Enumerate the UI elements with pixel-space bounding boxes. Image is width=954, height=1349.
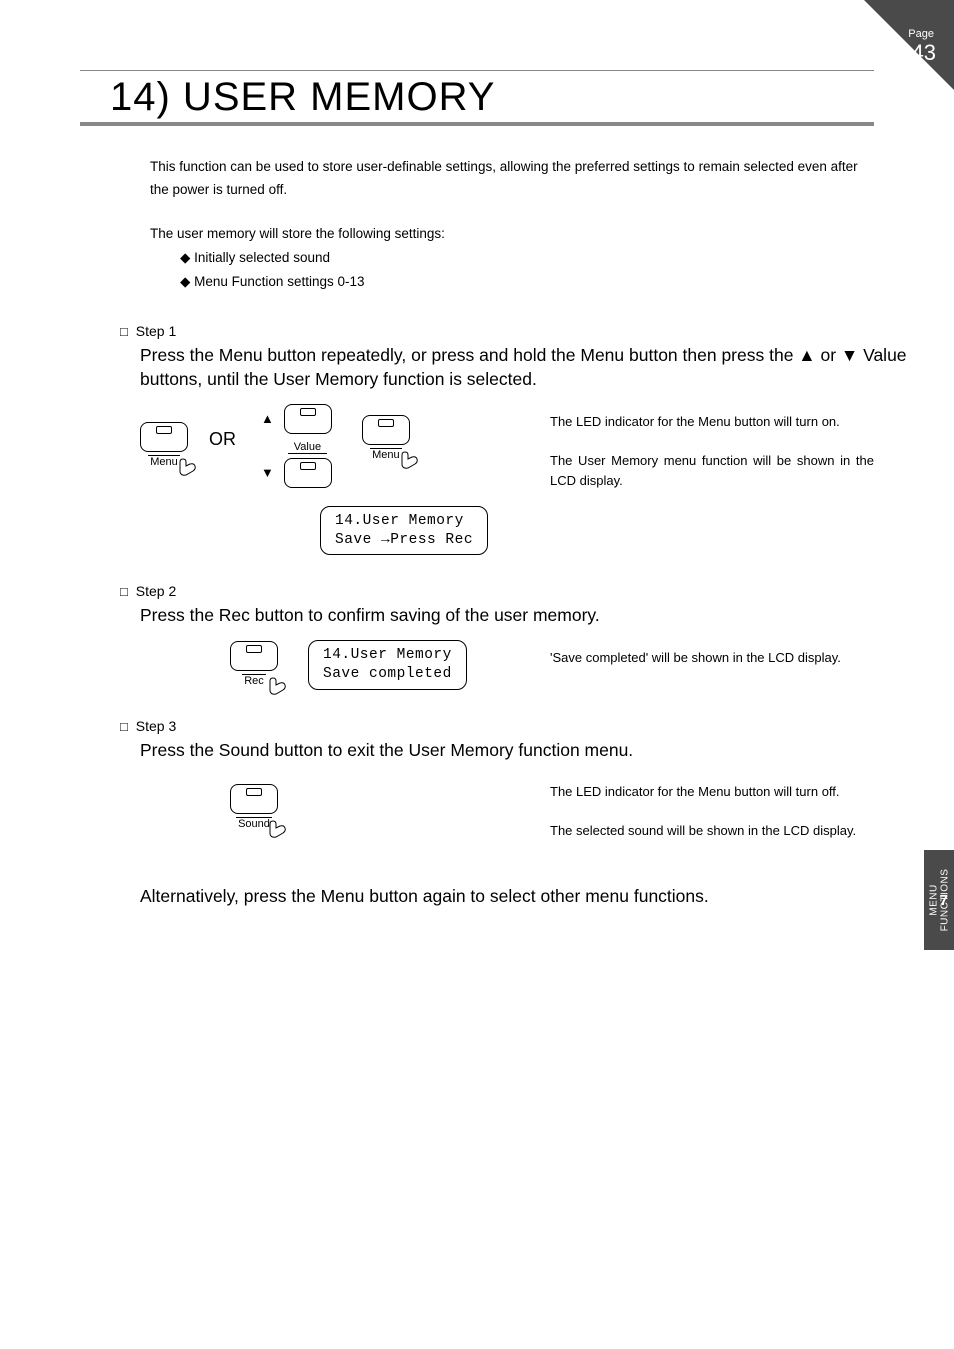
settings-item-2: ◆ Menu Function settings 0-13: [180, 270, 874, 294]
hand-icon: [264, 673, 292, 697]
value-label: Value: [288, 441, 327, 454]
page-title: 14) USER MEMORY: [80, 73, 874, 126]
value-down-button: [284, 458, 332, 488]
step1-side-1: The LED indicator for the Menu button wi…: [550, 412, 874, 433]
rec-button-illustration: Rec: [230, 641, 278, 689]
menu-button-illustration-2: Menu: [362, 415, 410, 463]
alternative-text: Alternatively, press the Menu button aga…: [140, 886, 874, 907]
step3-side-1: The LED indicator for the Menu button wi…: [550, 782, 874, 803]
hand-icon: [396, 447, 424, 471]
step2-side-1: 'Save completed' will be shown in the LC…: [550, 648, 874, 669]
or-label: OR: [209, 429, 236, 450]
section-tab: MENUFUNCTIONS 7: [924, 850, 954, 950]
step3-header: □ Step 3: [120, 718, 874, 734]
step3-instruction: Press the Sound button to exit the User …: [140, 738, 930, 763]
page-label: Page: [908, 28, 934, 40]
step1-header: □ Step 1: [120, 323, 874, 339]
lcd-display-step2: 14.User Memory Save completed: [308, 640, 467, 690]
hand-icon: [264, 816, 292, 840]
page-corner: [864, 0, 954, 90]
step2-header: □ Step 2: [120, 583, 874, 599]
up-arrow-icon: ▲: [261, 411, 274, 426]
step1-side-2: The User Memory menu function will be sh…: [550, 451, 874, 493]
lcd-display-step1: 14.User Memory Save →Press Rec: [320, 506, 488, 556]
step3-side-2: The selected sound will be shown in the …: [550, 821, 874, 842]
sound-button-illustration: Sound: [230, 784, 278, 832]
page-number: 43: [912, 40, 936, 66]
value-up-button: [284, 404, 332, 434]
hand-icon: [174, 454, 202, 478]
settings-intro: The user memory will store the following…: [150, 222, 874, 246]
down-arrow-icon: ▼: [261, 465, 274, 480]
settings-item-1: ◆ Initially selected sound: [180, 246, 874, 270]
menu-button-illustration: Menu: [140, 422, 188, 470]
step1-instruction: Press the Menu button repeatedly, or pre…: [140, 343, 930, 392]
intro-text: This function can be used to store user-…: [150, 156, 870, 202]
step2-instruction: Press the Rec button to confirm saving o…: [140, 603, 930, 628]
section-number: 7: [940, 892, 948, 909]
